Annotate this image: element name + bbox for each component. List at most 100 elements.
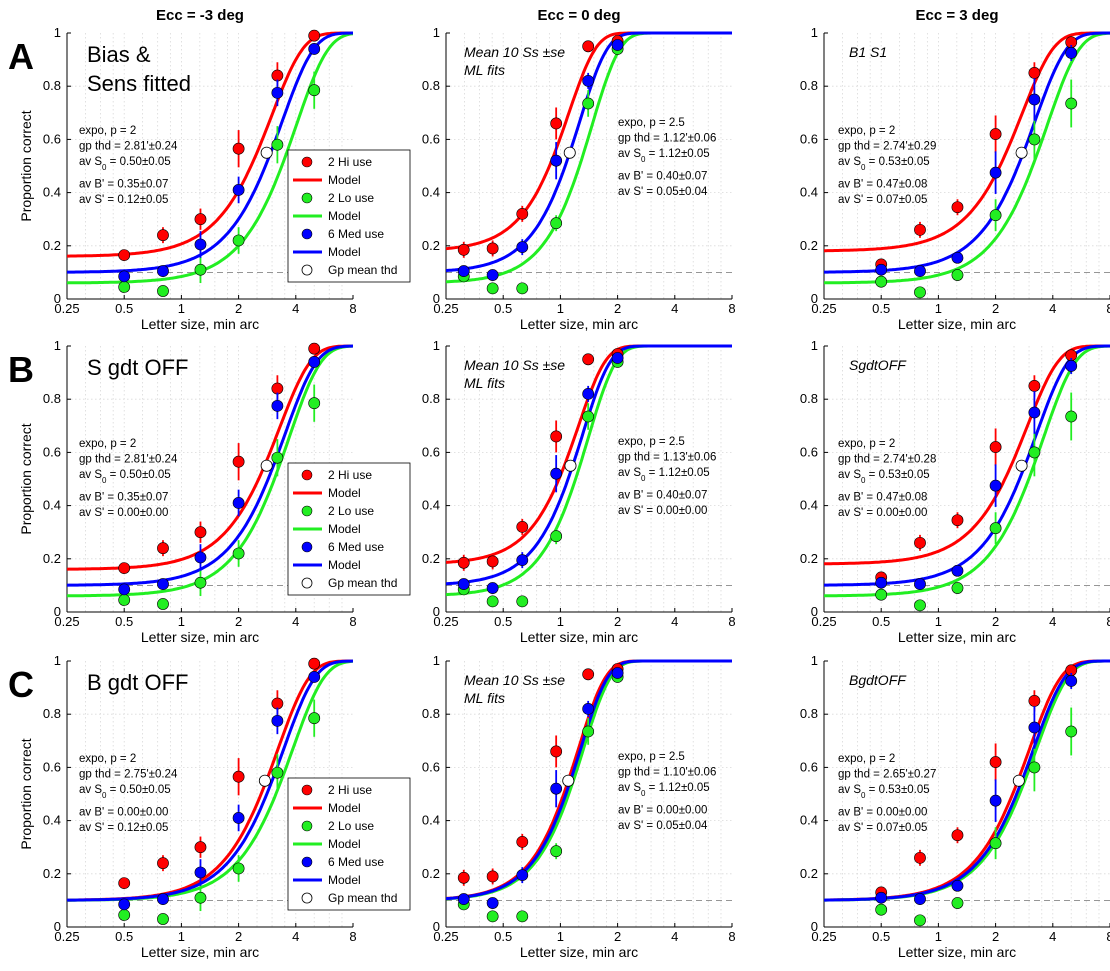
panel-heading: ML fits	[464, 375, 505, 391]
stats-line: av B' = 0.35±0.07	[79, 178, 168, 190]
data-point-med	[457, 893, 470, 905]
data-point-lo	[118, 594, 131, 606]
legend: 2 Hi use Model 2 Lo use Model 6 Med use Model…	[287, 149, 411, 283]
data-point-med	[157, 265, 169, 277]
stats-line: expo, p = 2	[838, 753, 895, 765]
gp-mean-thd-marker	[1015, 146, 1028, 159]
data-point-hi	[118, 877, 131, 890]
y-tick-label: 0	[433, 919, 440, 934]
data-point-lo	[989, 209, 1002, 222]
legend-swatch-hi	[301, 784, 313, 796]
stats-line: av S0 = 0.53±0.05	[838, 469, 930, 485]
data-point-med	[308, 356, 321, 368]
x-tick-label: 8	[728, 929, 735, 944]
model-curve-med	[67, 31, 353, 274]
y-tick-label: 0.2	[800, 238, 818, 253]
x-tick-label: 4	[292, 929, 299, 944]
data-point-lo	[989, 522, 1002, 535]
data-point-med	[951, 879, 964, 892]
column-title: Ecc = -3 deg	[156, 7, 244, 24]
x-tick-label: 2	[235, 929, 242, 944]
data-point-lo	[157, 598, 169, 610]
x-tick-label: 8	[728, 614, 735, 629]
legend-swatch-lo	[301, 820, 313, 832]
y-tick-label: 0.6	[422, 759, 440, 774]
stats-line: av S0 = 0.53±0.05	[838, 784, 930, 800]
y-tick-label: 0.8	[800, 706, 818, 721]
legend-swatch-med	[301, 228, 313, 240]
data-point-hi	[118, 249, 131, 262]
stats-line: expo, p = 2.5	[618, 751, 685, 763]
x-tick-label: 2	[614, 301, 621, 316]
data-point-med	[989, 166, 1002, 179]
y-tick-label: 1	[54, 25, 61, 40]
data-point-med	[194, 551, 207, 564]
data-point-hi	[582, 353, 595, 366]
y-tick-label: 0.8	[800, 391, 818, 406]
x-tick-label: 1	[557, 301, 564, 316]
data-point-med	[875, 891, 888, 904]
model-curves	[67, 344, 353, 598]
data-point-med	[951, 251, 964, 264]
stats-line: av S' = 0.05±0.04	[618, 186, 708, 198]
y-tick-label: 0.6	[43, 444, 61, 459]
stats-line: gp thd = 2.81'±0.24	[79, 454, 178, 466]
gp-mean-thd-marker	[1015, 459, 1028, 472]
stats-line: av S' = 0.00±0.00	[618, 505, 707, 517]
x-tick-label: 0.5	[494, 301, 512, 316]
y-tick-label: 0.6	[43, 131, 61, 146]
x-tick-label: 4	[1049, 301, 1056, 316]
data-point-med	[457, 578, 470, 590]
legend-label: Model	[328, 801, 361, 815]
x-tick-label: 0.25	[433, 929, 458, 944]
data-point-hi	[582, 668, 595, 681]
legend-label: Model	[328, 558, 361, 572]
stats-line: av B' = 0.00±0.00	[79, 806, 168, 818]
x-tick-label: 0.25	[54, 929, 79, 944]
model-curve-lo	[67, 344, 353, 598]
data-point-hi	[914, 223, 926, 236]
data-point-med	[516, 241, 529, 254]
data-point-hi	[582, 40, 595, 53]
y-tick-label: 0.2	[43, 238, 61, 253]
y-tick-label: 0	[54, 919, 61, 934]
stats-line: av S' = 0.07±0.05	[838, 822, 927, 834]
panel-heading: BgdtOFF	[849, 672, 907, 688]
x-tick-label: 8	[1106, 929, 1110, 944]
data-point-med	[308, 43, 321, 55]
y-tick-label: 0.4	[800, 498, 818, 513]
data-point-hi	[194, 841, 207, 854]
x-tick-label: 4	[292, 614, 299, 629]
y-tick-label: 0.4	[43, 498, 61, 513]
stats-line: gp thd = 2.81'±0.24	[79, 141, 178, 153]
panel-heading: Bias &	[87, 42, 151, 67]
legend-swatch-gp	[301, 264, 313, 276]
panel-heading: Sens fitted	[87, 71, 191, 96]
data-point-hi	[550, 745, 563, 758]
gp-mean-thd-marker	[1012, 774, 1025, 787]
x-tick-label: 8	[349, 614, 356, 629]
data-point-lo	[271, 766, 284, 779]
y-tick-label: 0.8	[43, 391, 61, 406]
data-point-hi	[989, 441, 1002, 453]
data-point-lo	[550, 217, 563, 230]
data-point-med	[582, 387, 595, 400]
data-point-lo	[1065, 410, 1078, 423]
gp-mean-thd-marker	[562, 774, 575, 787]
data-point-lo	[1028, 133, 1041, 146]
model-curves	[67, 659, 353, 902]
x-tick-label: 8	[349, 301, 356, 316]
legend-label: Model	[328, 522, 361, 536]
data-point-lo	[516, 910, 529, 923]
data-point-med	[914, 578, 926, 590]
data-point-lo	[550, 845, 563, 858]
legend: 2 Hi use Model 2 Lo use Model 6 Med use Model…	[287, 777, 411, 911]
x-tick-label: 0.5	[872, 614, 890, 629]
data-point-hi	[550, 117, 563, 130]
legend-label: Model	[328, 209, 361, 223]
data-point-hi	[486, 555, 499, 568]
